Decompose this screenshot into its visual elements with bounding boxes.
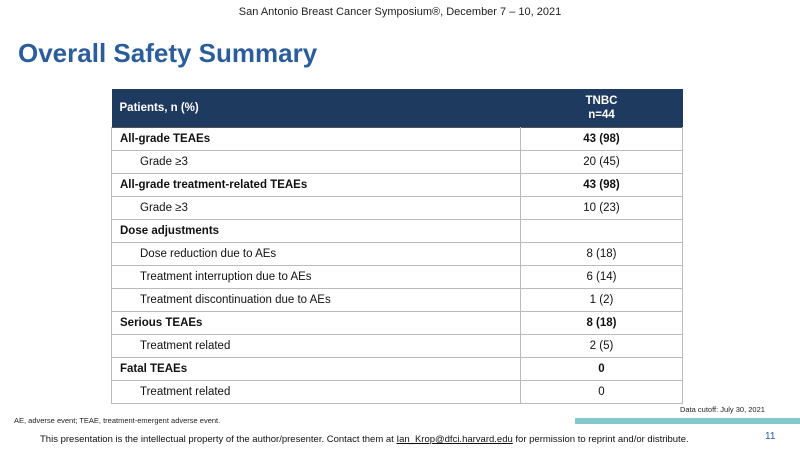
sub-row: Grade ≥3 10 (23) <box>111 196 683 220</box>
group-row: Serious TEAEs 8 (18) <box>111 311 683 335</box>
sub-row: Treatment interruption due to AEs 6 (14) <box>111 265 683 289</box>
group-row: All-grade TEAEs 43 (98) <box>111 127 683 151</box>
table-header: Patients, n (%) TNBC n=44 <box>111 89 683 128</box>
row-value: 0 <box>520 380 683 404</box>
row-label: Dose reduction due to AEs <box>111 242 521 266</box>
row-label: Treatment discontinuation due to AEs <box>111 288 521 312</box>
group-row: Dose adjustments <box>111 219 683 243</box>
sub-row: Treatment related 2 (5) <box>111 334 683 358</box>
header-n: n=44 <box>588 109 615 121</box>
row-label: Grade ≥3 <box>111 150 521 174</box>
row-value: 1 (2) <box>520 288 683 312</box>
group-row: Fatal TEAEs 0 <box>111 357 683 381</box>
header-arm: TNBC <box>585 95 618 107</box>
copyright-notice: This presentation is the intellectual pr… <box>40 434 689 445</box>
row-value: 2 (5) <box>520 334 683 358</box>
row-label: Serious TEAEs <box>111 311 521 335</box>
row-label: Treatment related <box>111 334 521 358</box>
row-label: All-grade TEAEs <box>111 127 521 151</box>
accent-bar <box>575 418 800 424</box>
row-label: Treatment interruption due to AEs <box>111 265 521 289</box>
header-label: Patients, n (%) <box>111 89 521 128</box>
row-label: Fatal TEAEs <box>111 357 521 381</box>
row-label: Treatment related <box>111 380 521 404</box>
row-value: 10 (23) <box>520 196 683 220</box>
row-value <box>520 219 683 243</box>
row-value: 0 <box>520 357 683 381</box>
row-value: 6 (14) <box>520 265 683 289</box>
header-column: TNBC n=44 <box>520 89 683 128</box>
table-body: All-grade TEAEs 43 (98) Grade ≥3 20 (45) All… <box>111 127 683 404</box>
data-cutoff: Data cutoff: July 30, 2021 <box>680 405 765 414</box>
row-value: 20 (45) <box>520 150 683 174</box>
notice-text: for permission to reprint and/or distrib… <box>515 434 689 445</box>
row-value: 43 (98) <box>520 173 683 197</box>
sub-row: Treatment related 0 <box>111 380 683 404</box>
footnote: AE, adverse event; TEAE, treatment-emerg… <box>14 416 221 425</box>
row-label: Dose adjustments <box>111 219 521 243</box>
row-value: 8 (18) <box>520 311 683 335</box>
row-value: 8 (18) <box>520 242 683 266</box>
slide-title: Overall Safety Summary <box>18 38 318 68</box>
sub-row: Grade ≥3 20 (45) <box>111 150 683 174</box>
sub-row: Treatment discontinuation due to AEs 1 (2… <box>111 288 683 312</box>
row-value: 43 (98) <box>520 127 683 151</box>
group-row: All-grade treatment-related TEAEs 43 (98) <box>111 173 683 197</box>
notice-text: This presentation is the intellectual pr… <box>40 434 394 445</box>
conference-header: San Antonio Breast Cancer Symposium®, De… <box>238 6 562 18</box>
contact-email[interactable]: Ian_Krop@dfci.harvard.edu <box>396 434 513 445</box>
row-label: All-grade treatment-related TEAEs <box>111 173 521 197</box>
row-label: Grade ≥3 <box>111 196 521 220</box>
safety-table: Patients, n (%) TNBC n=44 All-grade TEAEs… <box>111 89 683 404</box>
sub-row: Dose reduction due to AEs 8 (18) <box>111 242 683 266</box>
page-number: 11 <box>765 431 776 442</box>
